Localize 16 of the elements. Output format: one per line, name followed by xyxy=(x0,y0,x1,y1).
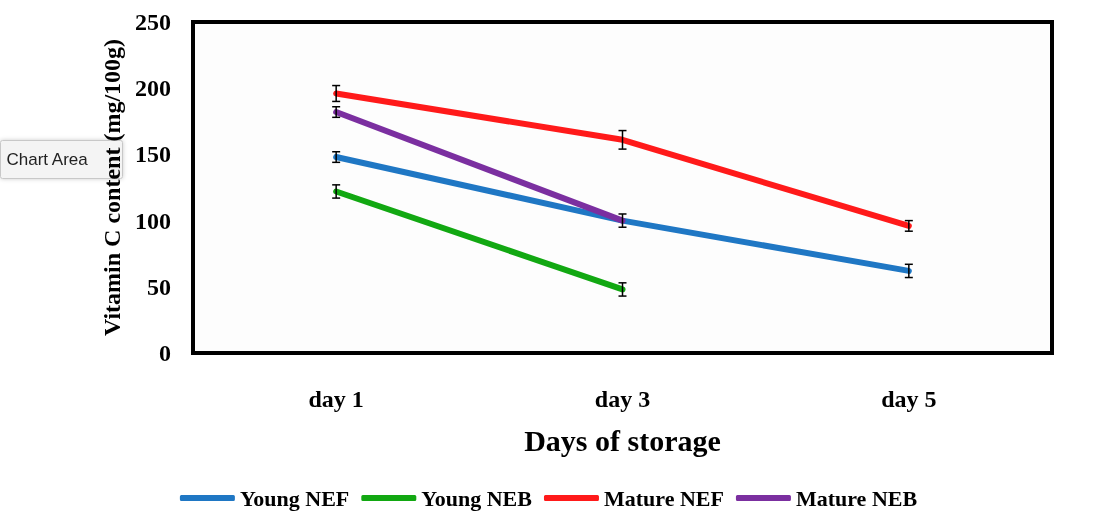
y-tick-label: 150 xyxy=(135,141,171,168)
x-axis-title: Days of storage xyxy=(524,423,721,457)
legend-label: Young NEB xyxy=(421,485,533,511)
x-tick-label: day 5 xyxy=(881,386,937,412)
y-tick-label: 100 xyxy=(135,207,171,234)
x-tick-label: day 1 xyxy=(308,386,364,412)
legend-label: Young NEF xyxy=(239,485,350,511)
text: Chart Area xyxy=(6,150,89,169)
y-tick-label: 250 xyxy=(135,9,171,35)
legend-label: Mature NEF xyxy=(603,485,724,511)
y-tick-label: 0 xyxy=(159,340,171,366)
y-tick-label: 50 xyxy=(147,273,171,300)
x-tick-label: day 3 xyxy=(594,386,651,412)
legend-label: Mature NEB xyxy=(795,485,918,511)
y-tick-label: 200 xyxy=(135,75,171,102)
y-axis-title: Vitamin C content (mg/100g) xyxy=(99,38,126,337)
